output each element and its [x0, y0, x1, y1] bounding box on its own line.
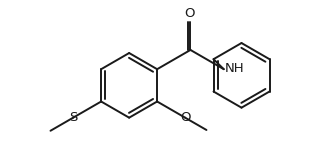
Text: NH: NH	[225, 62, 244, 75]
Text: S: S	[69, 111, 77, 124]
Text: O: O	[184, 7, 194, 20]
Text: O: O	[180, 111, 190, 124]
